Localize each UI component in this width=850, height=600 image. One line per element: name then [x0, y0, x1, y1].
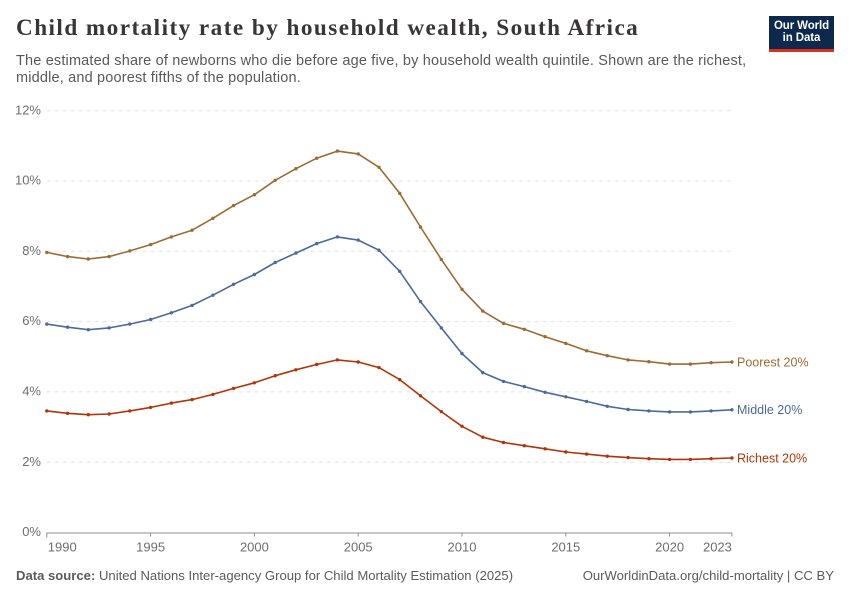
svg-text:8%: 8%	[22, 243, 41, 258]
svg-text:Richest 20%: Richest 20%	[737, 451, 807, 465]
svg-text:Middle 20%: Middle 20%	[737, 403, 802, 417]
svg-text:0%: 0%	[22, 524, 41, 539]
svg-text:2000: 2000	[240, 540, 269, 555]
svg-text:10%: 10%	[15, 173, 41, 188]
svg-text:2015: 2015	[551, 540, 580, 555]
svg-text:4%: 4%	[22, 384, 41, 399]
svg-text:2023: 2023	[703, 540, 732, 555]
svg-text:2010: 2010	[448, 540, 477, 555]
svg-text:Poorest 20%: Poorest 20%	[737, 355, 809, 369]
svg-text:6%: 6%	[22, 313, 41, 328]
svg-text:12%: 12%	[15, 102, 41, 117]
svg-text:1995: 1995	[136, 540, 165, 555]
svg-text:2005: 2005	[344, 540, 373, 555]
svg-text:2020: 2020	[655, 540, 684, 555]
svg-text:2%: 2%	[22, 454, 41, 469]
svg-text:1990: 1990	[48, 540, 77, 555]
